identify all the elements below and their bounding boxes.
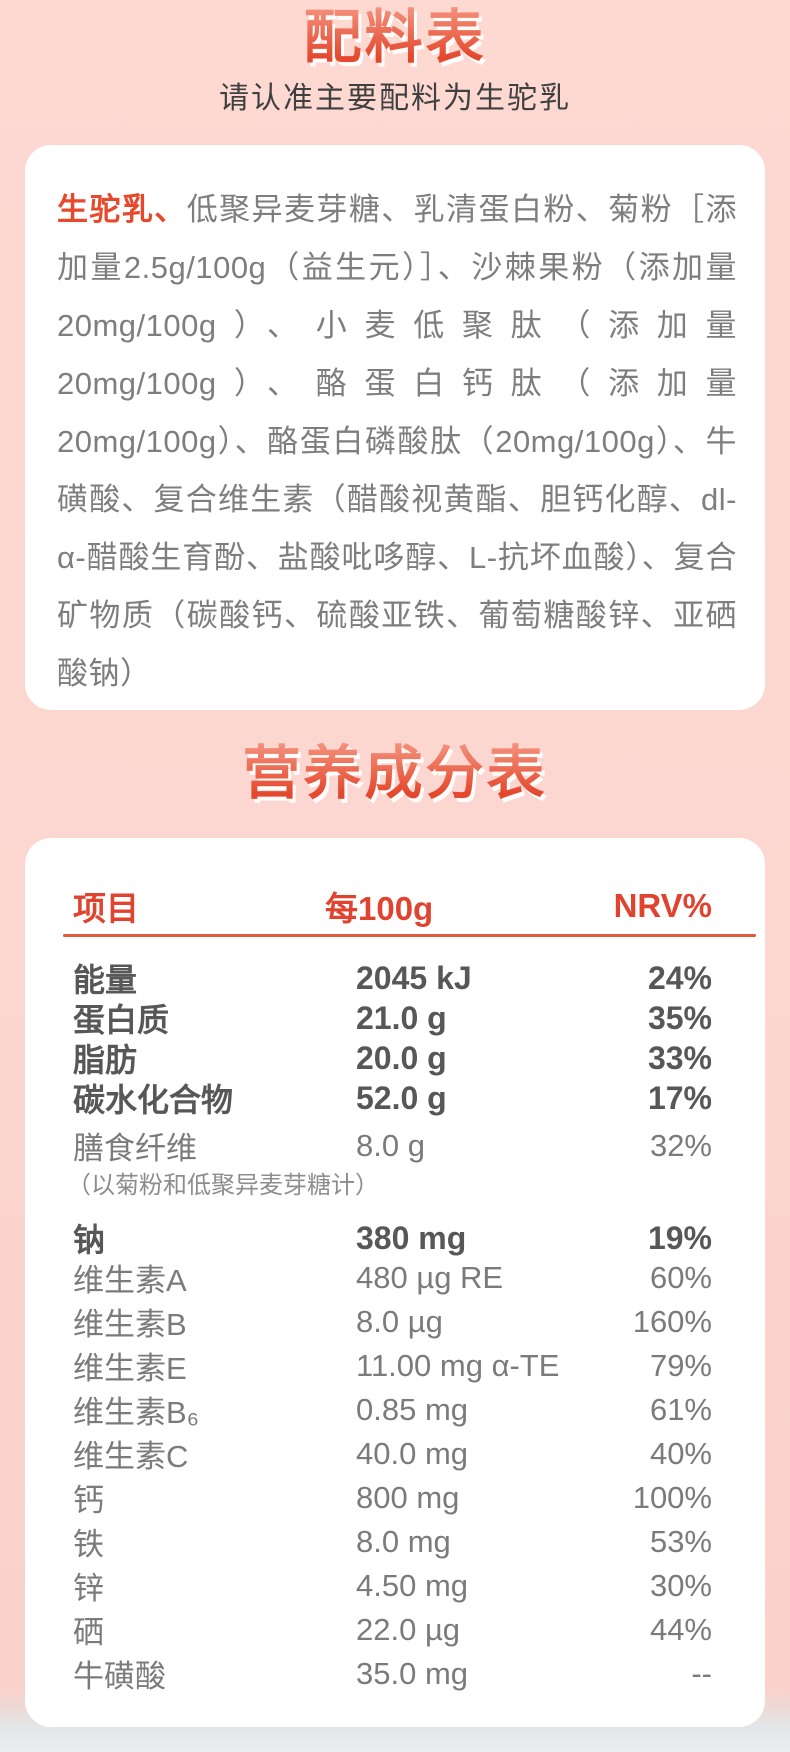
- cell-per100g: 21.0 g: [356, 999, 447, 1036]
- column-header-item: 项目: [73, 890, 139, 927]
- ingredients-text: 生驼乳、低聚异麦芽糖、乳清蛋白粉、菊粉［添加量2.5g/100g（益生元）］、沙…: [57, 181, 737, 703]
- cell-item: 牛磺酸: [73, 1659, 166, 1694]
- cell-per100g: 52.0 g: [356, 1079, 447, 1116]
- cell-nrv: 40%: [649, 1435, 712, 1471]
- nutrition-table-header: 项目 每100g NRV%: [73, 882, 712, 927]
- cell-per100g: 35.0 mg: [356, 1655, 469, 1691]
- table-row: 膳食纤维 8.0 g 32%: [73, 1123, 712, 1167]
- cell-nrv: 61%: [649, 1391, 712, 1427]
- cell-per100g: 8.0 g: [356, 1127, 425, 1163]
- cell-item: 膳食纤维: [73, 1131, 197, 1166]
- cell-per100g: 8.0 µg: [356, 1303, 443, 1339]
- table-row: 钠 380 mg 19%: [73, 1215, 712, 1259]
- cell-nrv: 35%: [647, 999, 712, 1036]
- cell-nrv: 19%: [647, 1219, 712, 1256]
- cell-item: 蛋白质: [73, 1002, 170, 1038]
- cell-item: 锌: [73, 1571, 104, 1606]
- cell-item: 维生素E: [73, 1351, 187, 1386]
- cell-per100g: 4.50 mg: [356, 1567, 469, 1603]
- ingredients-rest: 低聚异麦芽糖、乳清蛋白粉、菊粉［添加量2.5g/100g（益生元）］、沙棘果粉（…: [57, 192, 738, 691]
- cell-item: 维生素A: [73, 1263, 187, 1298]
- table-row: 硒 22.0 µg 44%: [73, 1607, 712, 1651]
- column-header-nrv: NRV%: [613, 887, 712, 924]
- cell-nrv: 30%: [649, 1567, 712, 1603]
- cell-nrv: 160%: [632, 1303, 712, 1339]
- cell-per100g: 480 µg RE: [356, 1259, 504, 1295]
- cell-nrv: 60%: [649, 1259, 712, 1295]
- table-row: 铁 8.0 mg 53%: [73, 1519, 712, 1563]
- table-row: 碳水化合物 52.0 g 17%: [73, 1075, 712, 1119]
- cell-per100g: 380 mg: [356, 1219, 467, 1256]
- table-row: 钙 800 mg 100%: [73, 1475, 712, 1519]
- table-row: 能量 2045 kJ 24%: [73, 955, 712, 999]
- cell-per100g: 11.00 mg α-TE: [356, 1347, 560, 1383]
- cell-nrv: --: [691, 1655, 712, 1691]
- cell-nrv: 53%: [649, 1523, 712, 1559]
- header-divider: [63, 934, 756, 937]
- cell-per100g: 8.0 mg: [356, 1523, 451, 1559]
- ingredients-title: 配料表: [0, 6, 790, 70]
- cell-nrv: 44%: [649, 1611, 712, 1647]
- ingredients-subtitle: 请认准主要配料为生驼乳: [219, 82, 571, 115]
- table-row: 蛋白质 21.0 g 35%: [73, 995, 712, 1039]
- cell-per100g: 2045 kJ: [356, 959, 472, 996]
- table-row: 维生素E 11.00 mg α-TE 79%: [73, 1343, 712, 1387]
- cell-item: 铁: [73, 1527, 104, 1562]
- cell-per100g: 800 mg: [356, 1479, 460, 1515]
- cell-per100g: 20.0 g: [356, 1039, 447, 1076]
- ingredient-highlight: 生驼乳、: [57, 192, 187, 227]
- table-row: 脂肪 20.0 g 33%: [73, 1035, 712, 1079]
- cell-item: 脂肪: [73, 1042, 138, 1078]
- cell-item: 钙: [73, 1483, 104, 1518]
- cell-per100g: 40.0 mg: [356, 1435, 469, 1471]
- cell-nrv: 79%: [649, 1347, 712, 1383]
- cell-nrv: 33%: [647, 1039, 712, 1076]
- cell-per100g: 0.85 mg: [356, 1391, 469, 1427]
- table-row: 维生素A 480 µg RE 60%: [73, 1255, 712, 1299]
- cell-nrv: 24%: [647, 959, 712, 996]
- table-row: 维生素B 8.0 µg 160%: [73, 1299, 712, 1343]
- cell-per100g: 22.0 µg: [356, 1611, 461, 1647]
- table-row: 维生素B₆ 0.85 mg 61%: [73, 1387, 712, 1431]
- table-row: 牛磺酸 35.0 mg --: [73, 1651, 712, 1695]
- nutrition-card: 项目 每100g NRV% 能量 2045 kJ 24% 蛋白质 21.0 g 35% 脂肪…: [25, 838, 765, 1727]
- nutrition-title: 营养成分表: [0, 742, 790, 806]
- ingredients-card: 生驼乳、低聚异麦芽糖、乳清蛋白粉、菊粉［添加量2.5g/100g（益生元）］、沙…: [25, 145, 765, 710]
- cell-item: 钠: [73, 1222, 106, 1258]
- column-header-per100g: 每100g: [325, 890, 434, 927]
- cell-item: 硒: [73, 1615, 104, 1650]
- cell-item: 维生素B: [73, 1307, 187, 1342]
- cell-item: 维生素B₆: [73, 1395, 200, 1430]
- table-note-row: （以菊粉和低聚异麦芽糖计）: [67, 1172, 379, 1199]
- cell-nrv: 17%: [647, 1079, 712, 1116]
- cell-item: 维生素C: [73, 1439, 189, 1474]
- cell-item: 能量: [73, 962, 138, 998]
- table-row: 维生素C 40.0 mg 40%: [73, 1431, 712, 1475]
- table-row: 锌 4.50 mg 30%: [73, 1563, 712, 1607]
- cell-nrv: 100%: [632, 1479, 712, 1515]
- cell-nrv: 32%: [649, 1127, 712, 1163]
- nutrition-table-body: 能量 2045 kJ 24% 蛋白质 21.0 g 35% 脂肪 20.0 g 33% 碳水化合物…: [67, 937, 712, 1695]
- cell-item: 碳水化合物: [73, 1082, 234, 1118]
